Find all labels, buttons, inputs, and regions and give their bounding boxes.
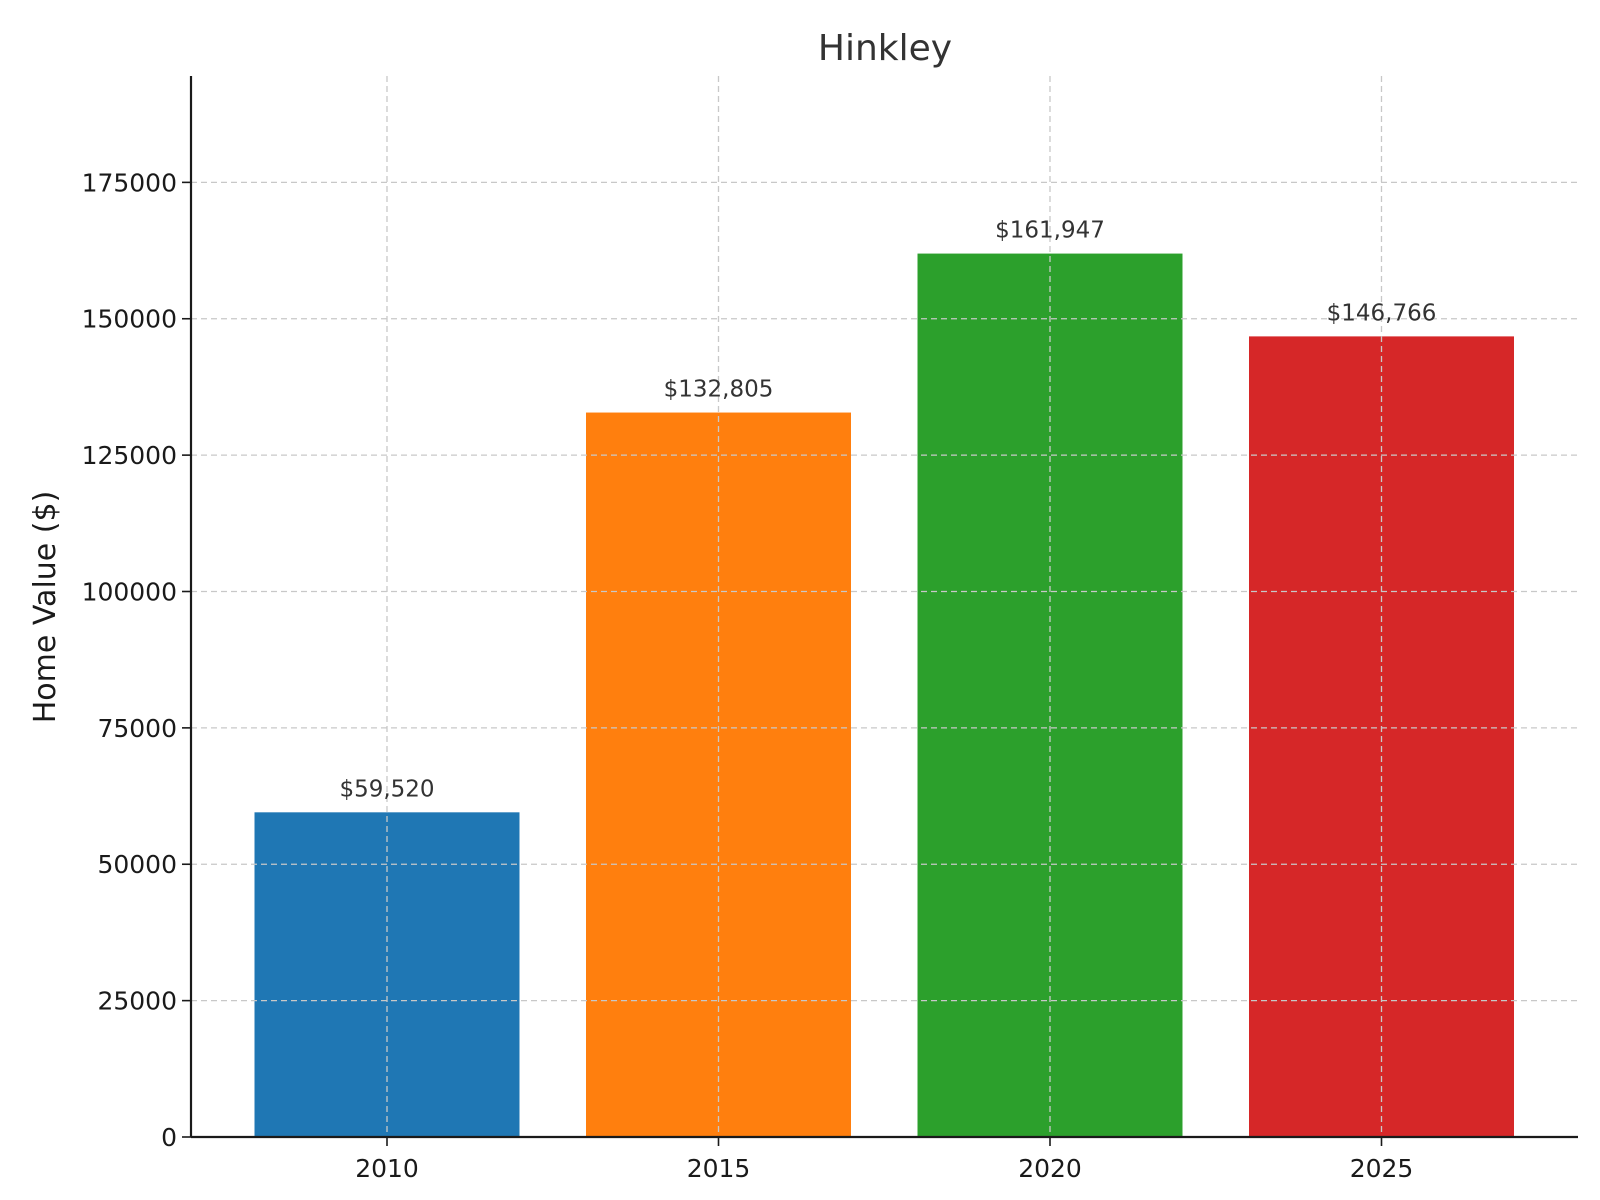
y-tick-label: 100000 (82, 577, 177, 606)
x-tick-label: 2020 (1018, 1154, 1082, 1183)
data-label-2020: $161,947 (995, 218, 1105, 244)
y-tick-label: 50000 (97, 850, 177, 879)
x-tick-label: 2015 (687, 1154, 751, 1183)
chart-title: Hinkley (818, 28, 952, 69)
labels-layer: 0 25000 50000 75000 100000 125000 150000 175000… (82, 168, 1437, 1183)
x-tick-label: 2010 (355, 1154, 419, 1183)
data-label-2010: $59,520 (339, 776, 434, 802)
x-tick-label: 2025 (1350, 1154, 1414, 1183)
data-label-2015: $132,805 (664, 377, 774, 403)
y-axis-label: Home Value ($) (28, 491, 63, 724)
y-tick-label: 75000 (97, 714, 177, 743)
y-tick-label: 175000 (82, 168, 177, 197)
data-label-2025: $146,766 (1327, 300, 1437, 326)
axes-layer (182, 76, 1578, 1146)
y-tick-label: 150000 (82, 305, 177, 334)
y-tick-label: 25000 (97, 987, 177, 1016)
y-tick-label: 0 (161, 1123, 177, 1152)
bars-layer (254, 253, 1514, 1138)
grid-layer (191, 76, 1578, 1137)
y-tick-label: 125000 (82, 441, 177, 470)
